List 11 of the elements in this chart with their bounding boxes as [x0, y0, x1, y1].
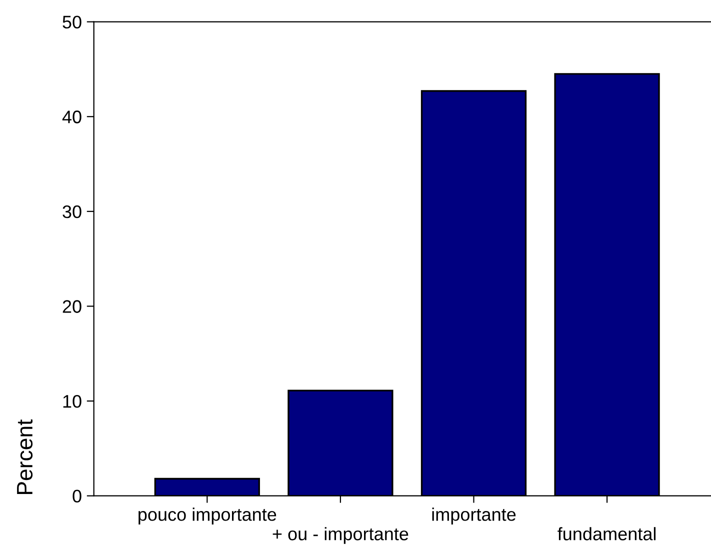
- x-tick-label: importante: [432, 508, 516, 524]
- y-tick-label: 30: [62, 205, 82, 218]
- y-tick-label: 20: [62, 300, 82, 313]
- y-tick-label: 0: [72, 490, 82, 503]
- x-tick-label: fundamental: [558, 527, 656, 540]
- y-tick-label: 50: [62, 16, 82, 29]
- x-tick-label: + ou - importante: [272, 527, 408, 544]
- y-tick-label: 40: [62, 110, 82, 124]
- y-tick-label: 10: [63, 394, 82, 408]
- y-axis-title: Percent: [17, 419, 33, 494]
- x-tick-label: pouco importante: [138, 508, 276, 524]
